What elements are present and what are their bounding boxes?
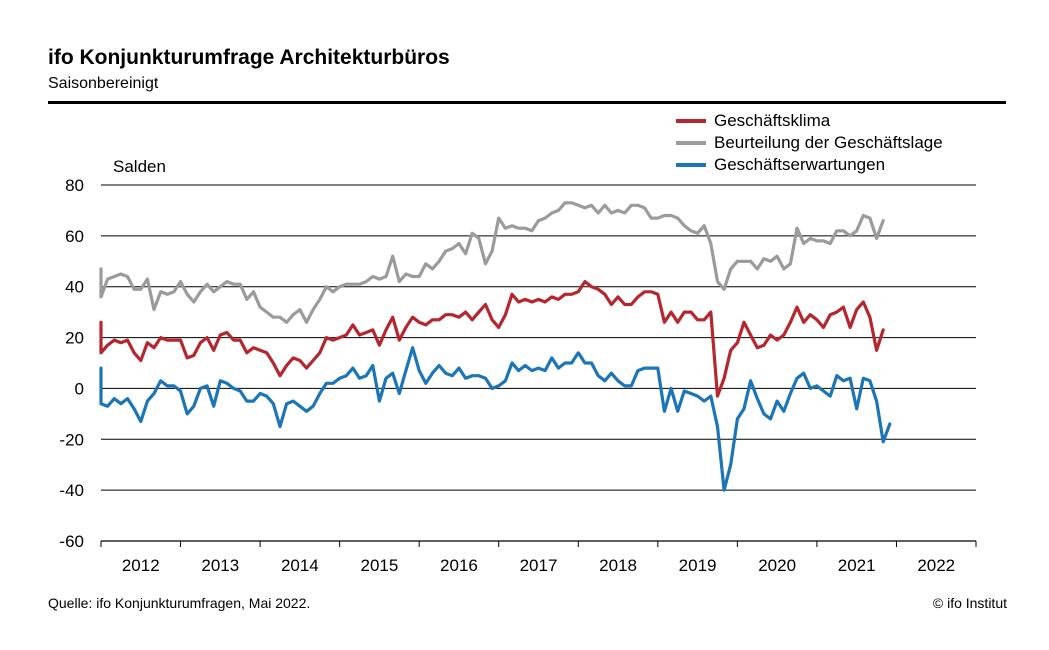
y-tick-label: 40 [65, 278, 84, 297]
legend-swatch-geschaeftsklima [676, 119, 706, 123]
legend-item-geschaeftsklima: Geschäftsklima [676, 110, 943, 132]
source-note: Quelle: ifo Konjunkturumfragen, Mai 2022… [48, 595, 311, 611]
gridlines [101, 184, 976, 491]
x-tick-label: 2018 [599, 556, 637, 575]
y-tick-label: 80 [65, 176, 84, 195]
y-tick-label: -60 [59, 532, 84, 551]
y-tick-label: 0 [75, 379, 84, 398]
legend-item-geschaeftserwartungen: Geschäftserwartungen [676, 154, 943, 176]
y-axis-label: Salden [113, 157, 166, 176]
legend-swatch-geschaeftslage [676, 141, 706, 145]
legend: Geschäftsklima Beurteilung der Geschäfts… [676, 110, 943, 176]
series-line-geschaeftserwartungen [99, 346, 892, 492]
x-tick-labels: 2012 2013 2014 2015 2016 2017 2018 2019 2020 2021… [122, 556, 955, 575]
x-tick-label: 2019 [679, 556, 717, 575]
x-tick-label: 2016 [440, 556, 478, 575]
x-tick-label: 2012 [122, 556, 160, 575]
series-line-beurteilung-der-geschaeftslage [99, 201, 885, 324]
legend-swatch-geschaeftserwartungen [676, 163, 706, 167]
legend-label-geschaeftsklima: Geschäftsklima [714, 111, 831, 130]
y-tick-label: 20 [65, 329, 84, 348]
x-tick-label: 2020 [758, 556, 796, 575]
legend-item-geschaeftslage: Beurteilung der Geschäftslage [676, 132, 943, 154]
x-tick-label: 2022 [917, 556, 955, 575]
y-tick-label: -20 [59, 430, 84, 449]
copyright-note: © ifo Institut [932, 595, 1007, 611]
title-rule [48, 101, 1006, 104]
legend-label-geschaeftserwartungen: Geschäftserwartungen [714, 155, 886, 174]
series-lines [99, 201, 892, 492]
y-tick-labels: 80 60 40 20 0 -20 -40 -60 [59, 176, 84, 551]
chart-title: ifo Konjunkturumfrage Architekturbüros [48, 46, 450, 69]
x-tick-label: 2014 [281, 556, 319, 575]
y-tick-label: -40 [59, 481, 84, 500]
x-tick-label: 2021 [838, 556, 876, 575]
chart-subtitle: Saisonbereinigt [48, 75, 159, 92]
x-axis [100, 540, 977, 547]
series-line-geschaeftsklima [99, 280, 885, 398]
x-tick-label: 2017 [520, 556, 558, 575]
y-tick-label: 60 [65, 227, 84, 246]
legend-label-geschaeftslage: Beurteilung der Geschäftslage [714, 133, 943, 152]
x-tick-label: 2013 [201, 556, 239, 575]
x-tick-label: 2015 [360, 556, 398, 575]
